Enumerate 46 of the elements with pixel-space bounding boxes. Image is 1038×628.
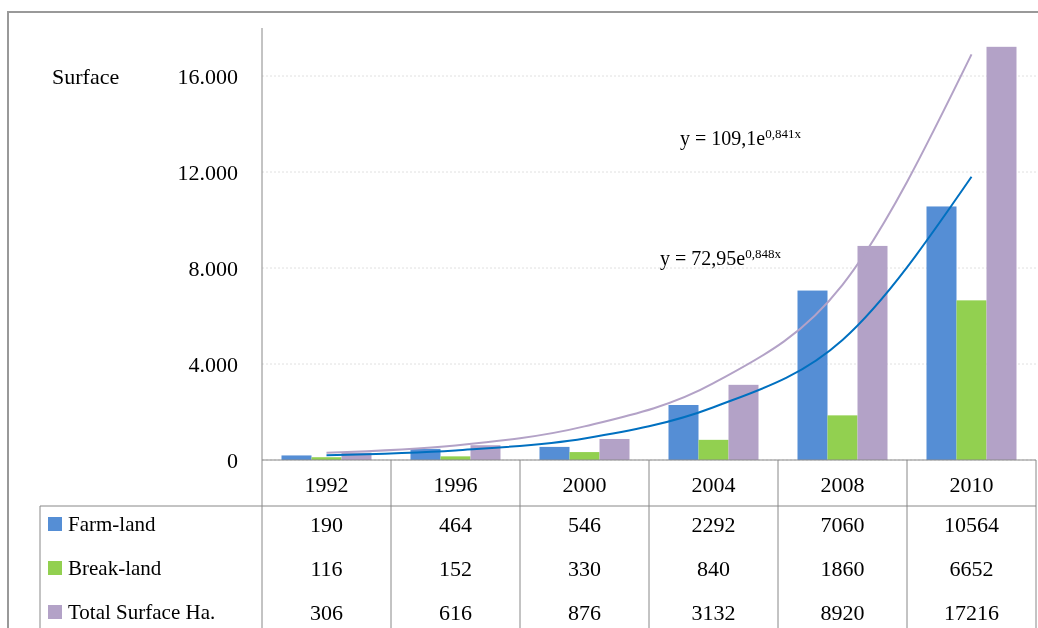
x-tick-label: 2010 bbox=[949, 471, 994, 497]
legend-label: Break-land bbox=[68, 556, 162, 581]
bar bbox=[926, 206, 957, 460]
x-tick-label: 1992 bbox=[304, 471, 349, 497]
data-label: 546 bbox=[568, 511, 601, 537]
bar bbox=[668, 404, 699, 460]
data-label: 8920 bbox=[820, 599, 865, 625]
y-tick-label: 16.000 bbox=[177, 63, 238, 89]
x-tick-label: 1996 bbox=[433, 471, 478, 497]
data-label: 7060 bbox=[820, 511, 865, 537]
bar bbox=[797, 290, 828, 460]
legend-label: Farm-land bbox=[68, 512, 156, 537]
data-label: 616 bbox=[439, 599, 472, 625]
data-label: 840 bbox=[697, 555, 730, 581]
data-label: 464 bbox=[439, 511, 472, 537]
data-label: 3132 bbox=[691, 599, 736, 625]
bar bbox=[827, 415, 858, 460]
annotation: y = 72,95e$^{0,848x}$ bbox=[660, 245, 782, 270]
x-tick-label: 2000 bbox=[562, 471, 607, 497]
data-label: 306 bbox=[310, 599, 343, 625]
data-label: 6652 bbox=[949, 555, 994, 581]
bar bbox=[599, 438, 630, 460]
y-axis-title: Surface bbox=[52, 63, 120, 89]
bar bbox=[728, 384, 759, 460]
line-series bbox=[325, 175, 973, 457]
bar bbox=[956, 300, 987, 460]
data-label: 17216 bbox=[944, 599, 999, 625]
data-label: 876 bbox=[568, 599, 601, 625]
data-label: 1860 bbox=[820, 555, 865, 581]
annotation: y = 109,1e$^{0,841x}$ bbox=[680, 125, 802, 150]
data-label: 2292 bbox=[691, 511, 736, 537]
y-tick-label: 4.000 bbox=[188, 351, 238, 377]
y-tick-label: 12.000 bbox=[177, 159, 238, 185]
data-label: 10564 bbox=[944, 511, 999, 537]
bar bbox=[986, 46, 1017, 460]
data-label: 116 bbox=[310, 555, 343, 581]
x-tick-label: 2004 bbox=[691, 471, 736, 497]
x-tick-label: 2008 bbox=[820, 471, 865, 497]
y-tick-label: 8.000 bbox=[188, 255, 238, 281]
bar bbox=[539, 446, 570, 460]
bar bbox=[698, 439, 729, 460]
legend-label: Total Surface Ha. bbox=[68, 600, 216, 625]
data-label: 330 bbox=[568, 555, 601, 581]
y-tick-label: 0 bbox=[227, 447, 238, 473]
data-label: 152 bbox=[439, 555, 472, 581]
data-label: 190 bbox=[310, 511, 343, 537]
